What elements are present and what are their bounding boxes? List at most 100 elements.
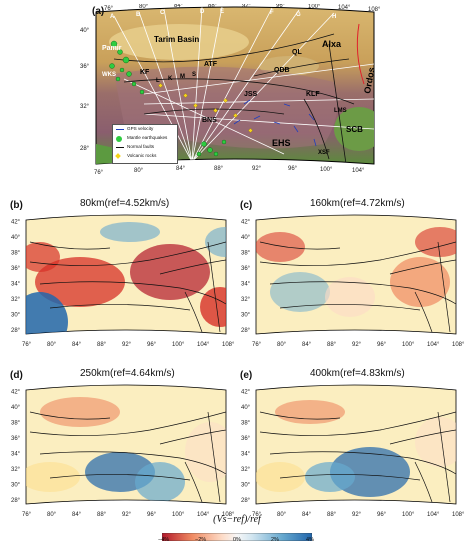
anomaly-blob — [256, 462, 305, 492]
fault-line — [437, 241, 451, 333]
tick-lat: 28° — [11, 328, 21, 334]
tick-lon: 84° — [302, 342, 312, 348]
tick-lon: 108° — [368, 7, 381, 13]
tick-lon: 108° — [452, 512, 465, 518]
tick-lat: 32° — [241, 467, 251, 473]
tick-lat: 32° — [11, 297, 21, 303]
tick-lat: 40° — [241, 405, 251, 411]
tick-lon: 104° — [338, 5, 351, 11]
fault-line — [184, 461, 203, 503]
tick-lon: 76° — [252, 342, 262, 348]
label-s: S — [192, 72, 196, 78]
label-jss: JSS — [244, 91, 258, 98]
tick-lon: 96° — [377, 512, 387, 518]
tick-lat: 42° — [11, 390, 21, 396]
tick-lat: 36° — [241, 436, 251, 442]
panel-title: 80km(ref=4.52km/s) — [80, 198, 170, 209]
tick-lat: 38° — [241, 251, 251, 257]
fault-line — [49, 474, 191, 481]
tick-lon: 92° — [122, 342, 132, 348]
tick-lon: 96° — [147, 342, 157, 348]
tick-lon: 80° — [134, 168, 144, 174]
fault-line — [259, 411, 456, 436]
fault-line — [207, 411, 221, 503]
tick-lon: 100° — [402, 342, 415, 348]
anomaly-blob — [130, 244, 210, 300]
anomaly-blob — [26, 462, 80, 492]
tick-lon: 96° — [276, 4, 286, 9]
label-k: K — [168, 76, 173, 82]
anomaly-blob — [100, 222, 160, 242]
tick-lon: 96° — [147, 512, 157, 518]
profile-letter-g: G — [296, 12, 301, 18]
tick-lon: 76° — [104, 6, 114, 12]
tick-lon: 80° — [139, 4, 149, 10]
tick-lon: 100° — [308, 4, 321, 10]
fault-line — [29, 241, 226, 266]
tick-lon: 92° — [352, 342, 362, 348]
label-ql: QL — [292, 49, 302, 56]
tick-lat: 32° — [80, 104, 90, 110]
tick-lat: 38° — [11, 251, 21, 257]
panel-a-bottom-lon-ticks: 76° 80° 84° 88° 92° 96° 100° 104° — [94, 166, 365, 176]
profile-letter-h: H — [332, 14, 336, 20]
velocity-anomaly-field — [256, 400, 456, 503]
mantle-legend-circle-icon — [116, 136, 122, 142]
profile-letter-group: A B C D E F G H — [110, 9, 336, 20]
fault-line — [207, 241, 221, 333]
tomography-map: 28° 30° 32° 34° 36° 38° 40° 42° 76° 80° 84° 88° 92° 9… — [11, 384, 235, 518]
tick-lat: 40° — [241, 235, 251, 241]
colorbar-tick: −4% — [158, 537, 170, 543]
tick-lon: 108° — [222, 512, 235, 518]
panel-label: (d) — [10, 370, 23, 381]
normal-fault-legend-icon — [116, 147, 124, 148]
gps-arrows — [233, 99, 317, 147]
tick-lon: 88° — [97, 512, 107, 518]
tick-lon: 96° — [377, 342, 387, 348]
tick-lon: 100° — [172, 512, 185, 518]
fault-line — [29, 411, 226, 436]
tick-lon: 84° — [302, 512, 312, 518]
anomaly-blob — [415, 227, 456, 257]
profile-letter-c: C — [160, 10, 165, 16]
tick-lat: 28° — [241, 328, 251, 334]
panel-title: 250km(ref=4.64km/s) — [80, 368, 175, 379]
fault-line — [279, 474, 421, 481]
fault-line — [437, 411, 451, 503]
anomaly-blob — [325, 277, 375, 317]
volcanic-legend-diamond-icon — [115, 153, 121, 159]
tomography-map: 28° 30° 32° 34° 36° 38° 40° 42° 76° 80° 84° 88° 92° 9… — [241, 384, 465, 518]
volcanic-rocks — [158, 83, 253, 133]
anomaly-blob — [135, 462, 185, 502]
tick-lon: 88° — [327, 512, 337, 518]
legend-normal: Normal faults — [127, 144, 155, 149]
tick-lon: 104° — [197, 512, 210, 518]
fault-line — [389, 259, 456, 275]
colorbar-tick: −2% — [195, 537, 207, 543]
fault-line — [159, 259, 226, 275]
tick-lat: 30° — [11, 313, 21, 319]
fault-line — [39, 451, 226, 475]
tick-lon: 76° — [22, 512, 32, 518]
label-tarim-basin: Tarim Basin — [154, 35, 199, 44]
anomaly-blob — [200, 287, 226, 327]
fault-line — [414, 291, 433, 333]
label-atf: ATF — [204, 61, 218, 68]
tick-lon: 88° — [97, 342, 107, 348]
panel-label: (e) — [240, 370, 253, 381]
panel-label: (b) — [10, 200, 23, 211]
tick-lon: 92° — [352, 512, 362, 518]
tick-lat: 34° — [241, 452, 251, 458]
tick-lon: 100° — [320, 167, 333, 173]
tick-lon: 104° — [427, 512, 440, 518]
anomaly-blob — [40, 397, 120, 427]
mantle-earthquakes — [109, 40, 227, 157]
label-l: L — [156, 78, 160, 84]
tick-lat: 34° — [241, 282, 251, 288]
fault-line — [269, 451, 456, 475]
tick-lat: 36° — [11, 266, 21, 272]
fault-line — [184, 291, 203, 333]
profile-letter-b: B — [136, 12, 141, 18]
tick-lon: 76° — [94, 170, 104, 176]
colorbar-title: (Vs−ref)/ref — [213, 514, 261, 525]
